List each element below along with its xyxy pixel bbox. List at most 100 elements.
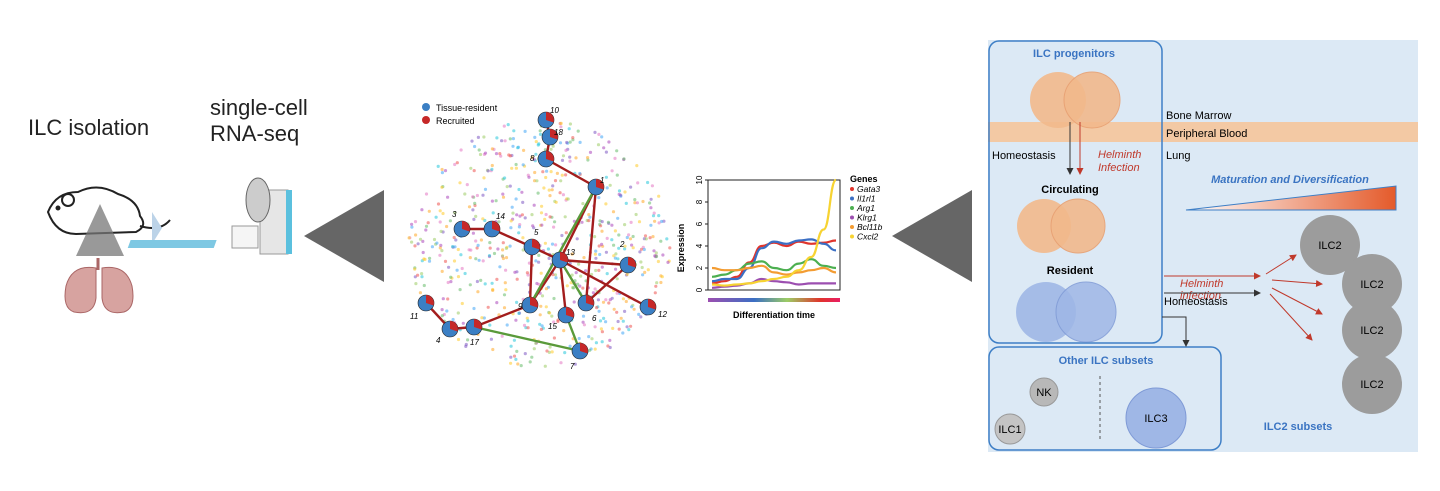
ilc1-label: ILC1 xyxy=(998,424,1021,436)
cell-dot xyxy=(449,275,453,279)
node-recruited-slice xyxy=(566,307,574,318)
cell-dot xyxy=(625,272,629,276)
cell-dot xyxy=(593,287,597,291)
cell-dot xyxy=(501,192,505,196)
cell-dot xyxy=(622,157,626,161)
cell-dot xyxy=(625,325,629,329)
cell-dot xyxy=(453,211,457,215)
cell-dot xyxy=(642,247,646,252)
cell-dot xyxy=(639,315,643,319)
cell-dot xyxy=(554,276,558,280)
chart-lines xyxy=(711,178,838,289)
legend-entry: Arg1 xyxy=(856,203,875,213)
cell-dot xyxy=(587,213,591,217)
cell-dot xyxy=(468,256,472,260)
cell-dot xyxy=(441,211,445,216)
cell-dot xyxy=(610,238,614,242)
cell-dot xyxy=(427,259,432,263)
cell-dot xyxy=(597,244,601,248)
cell-dot xyxy=(591,291,595,295)
cell-dot xyxy=(498,265,502,269)
cell-dot xyxy=(424,224,429,228)
cell-dot xyxy=(657,221,661,225)
cell-dot xyxy=(495,301,499,305)
cell-dot xyxy=(548,345,552,349)
cell-dot xyxy=(660,219,664,224)
cell-dot xyxy=(498,152,502,156)
cell-dot xyxy=(527,175,531,179)
legend-label-resident: Tissue-resident xyxy=(436,103,498,113)
legend-entry: Cxcl2 xyxy=(857,232,879,242)
cell-dot xyxy=(515,277,519,281)
cell-dot xyxy=(440,314,444,318)
cell-dot xyxy=(482,176,486,180)
cell-dot xyxy=(595,306,599,310)
cell-dot xyxy=(478,152,483,157)
node-recruited-slice xyxy=(492,221,500,232)
cell-dot xyxy=(522,148,526,152)
cell-dot xyxy=(582,323,586,327)
cell-dot xyxy=(522,323,527,327)
node-recruited-slice xyxy=(550,129,558,140)
node-recruited-slice xyxy=(474,319,482,330)
cell-dot xyxy=(479,238,483,242)
cell-dot xyxy=(578,140,582,144)
cell-dot xyxy=(515,349,519,353)
cell-dot xyxy=(481,259,485,263)
cell-dot xyxy=(520,190,524,194)
cell-dot xyxy=(653,219,657,223)
cell-dot xyxy=(545,349,549,353)
homeostasis2-label: Homeostasis xyxy=(1164,296,1228,308)
cell-dot xyxy=(480,316,484,320)
cell-dot xyxy=(505,323,509,327)
cell-dot xyxy=(640,265,644,270)
y-tick-label: 0 xyxy=(695,287,704,292)
cell-dot xyxy=(514,197,518,201)
cell-dot xyxy=(612,254,616,258)
cell-dot xyxy=(438,246,442,250)
cell-dot xyxy=(550,350,554,354)
cell-dot xyxy=(490,147,494,151)
cell-dot xyxy=(448,219,452,223)
chart-axes: 0 2 4 6 8 10 xyxy=(695,175,841,292)
cell-dot xyxy=(513,270,517,274)
cell-dot xyxy=(540,294,545,298)
cell-dot xyxy=(657,214,661,218)
cell-dot xyxy=(544,175,548,180)
cell-dot xyxy=(560,158,565,162)
cell-dot xyxy=(561,193,565,197)
cell-dot xyxy=(458,181,462,185)
cell-dot xyxy=(545,169,549,173)
cell-dot xyxy=(539,211,544,215)
cell-dot xyxy=(508,244,512,248)
cell-dot xyxy=(586,158,590,162)
network-edge xyxy=(528,186,598,306)
cell-dot xyxy=(577,262,581,266)
cell-dot xyxy=(612,307,616,311)
legend-dot-resident xyxy=(422,103,430,111)
cell-dot xyxy=(604,202,608,206)
cell-dot xyxy=(458,288,462,292)
cell-dot xyxy=(613,156,617,160)
cell-dot xyxy=(588,348,592,352)
cell-dot xyxy=(550,188,554,192)
cell-dot xyxy=(629,185,633,189)
cell-dot xyxy=(553,179,558,183)
cell-dot xyxy=(559,179,563,183)
cell-dot xyxy=(519,364,523,368)
cell-dot xyxy=(567,127,571,131)
cell-dot xyxy=(470,139,474,143)
cell-dot xyxy=(651,214,656,218)
cell-dot xyxy=(590,337,594,341)
cell-dot xyxy=(615,149,619,153)
subset-arrow xyxy=(1162,316,1190,347)
legend-marker xyxy=(850,234,854,239)
cell-dot xyxy=(410,240,414,244)
cell-dot xyxy=(510,205,514,209)
node-label: 6 xyxy=(592,314,597,323)
cell-dot xyxy=(413,275,417,279)
cell-dot xyxy=(654,251,658,255)
cell-dot xyxy=(586,156,590,160)
cell-dot xyxy=(543,241,547,245)
cell-dot xyxy=(611,210,616,214)
